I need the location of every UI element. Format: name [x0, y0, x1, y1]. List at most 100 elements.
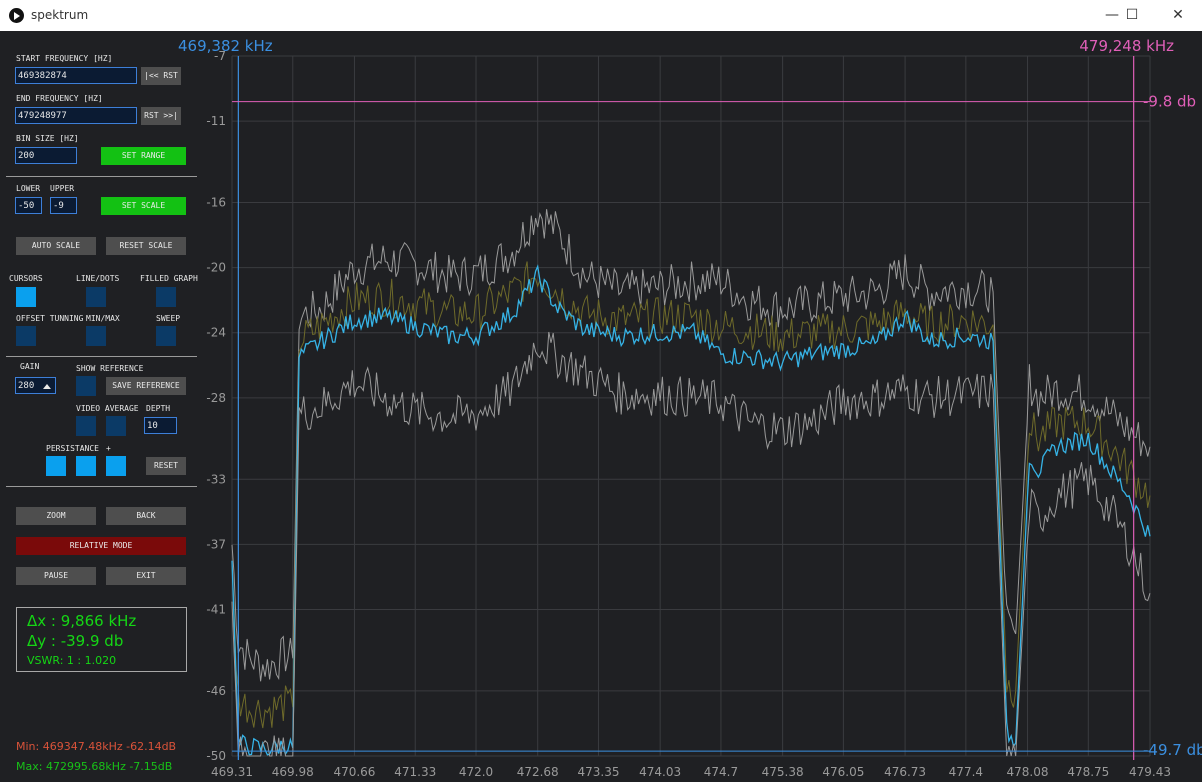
cursors-label: CURSORS: [9, 274, 43, 283]
min-max-toggle[interactable]: [86, 326, 106, 346]
show-reference-label: SHOW REFERENCE: [76, 364, 144, 373]
offset-tunning-toggle[interactable]: [16, 326, 36, 346]
x-tick-label: 478.08: [1007, 765, 1049, 779]
upper-input[interactable]: -9: [50, 197, 77, 214]
x-tick-label: 479.43: [1129, 765, 1171, 779]
persistance-label: PERSISTANCE: [46, 444, 99, 453]
y-tick-label: -20: [206, 261, 226, 275]
delta-y-readout: Δy : -39.9 db: [27, 632, 124, 650]
vswr-readout: VSWR: 1 : 1.020: [27, 654, 117, 667]
set-range-button[interactable]: SET RANGE: [101, 147, 186, 165]
x-tick-label: 478.75: [1067, 765, 1109, 779]
persistance-toggle-3[interactable]: [106, 456, 126, 476]
gain-value: 280: [18, 381, 35, 391]
end-reset-button[interactable]: RST >>|: [141, 107, 181, 125]
y-tick-label: -33: [206, 472, 226, 486]
end-frequency-input[interactable]: 479248977: [15, 107, 137, 124]
trace-min: [231, 331, 1151, 757]
video-average-toggle-1[interactable]: [76, 416, 96, 436]
y-tick-label: -50: [206, 749, 226, 763]
delta-x-readout: Δx : 9,866 kHz: [27, 612, 137, 630]
y-tick-label: -11: [206, 114, 226, 128]
y-tick-label: -37: [206, 537, 226, 551]
end-frequency-label: END FREQUENCY [HZ]: [16, 94, 103, 103]
end-cursor-label: 479,248 kHz: [1079, 37, 1174, 55]
y-tick-label: -7: [214, 49, 226, 63]
start-reset-button[interactable]: |<< RST: [141, 67, 181, 85]
top-cursor-label: -9.8 db: [1143, 93, 1196, 111]
save-reference-button[interactable]: SAVE REFERENCE: [106, 377, 186, 395]
y-tick-label: -46: [206, 684, 226, 698]
x-tick-label: 471.33: [394, 765, 436, 779]
depth-input[interactable]: 10: [144, 417, 177, 434]
lower-input[interactable]: -50: [15, 197, 42, 214]
reset-scale-button[interactable]: RESET SCALE: [106, 237, 186, 255]
bin-size-input[interactable]: 200: [15, 147, 77, 164]
back-button[interactable]: BACK: [106, 507, 186, 525]
lower-label: LOWER: [16, 184, 41, 193]
x-tick-label: 470.66: [333, 765, 375, 779]
delta-readout-box: Δx : 9,866 kHz Δy : -39.9 db VSWR: 1 : 1…: [16, 607, 187, 672]
line-dots-label: LINE/DOTS: [76, 274, 120, 283]
persistance-toggle-1[interactable]: [46, 456, 66, 476]
min-max-label: MIN/MAX: [86, 314, 120, 323]
offset-tunning-label: OFFSET TUNNING: [16, 314, 84, 323]
bottom-cursor-label: -49.7 db: [1143, 741, 1202, 759]
zoom-button[interactable]: ZOOM: [16, 507, 96, 525]
bin-size-label: BIN SIZE [HZ]: [16, 134, 79, 143]
app-icon: [9, 8, 24, 23]
minimize-button[interactable]: —: [1105, 7, 1119, 23]
gain-select[interactable]: 280: [15, 377, 56, 394]
persistance-plus-label: +: [106, 444, 111, 453]
x-tick-label: 469.98: [272, 765, 314, 779]
filled-graph-label: FILLED GRAPH: [140, 274, 198, 283]
persistance-reset-button[interactable]: RESET: [146, 457, 186, 475]
trace-average: [231, 261, 1151, 729]
x-tick-label: 476.73: [884, 765, 926, 779]
pause-button[interactable]: PAUSE: [16, 567, 96, 585]
close-button[interactable]: ✕: [1172, 7, 1184, 23]
y-tick-label: -28: [206, 391, 226, 405]
video-average-toggle-2[interactable]: [106, 416, 126, 436]
cursors-toggle[interactable]: [16, 287, 36, 307]
min-readout: Min: 469347.48kHz -62.14dB: [16, 740, 177, 753]
start-frequency-input[interactable]: 469382874: [15, 67, 137, 84]
x-tick-label: 474.03: [639, 765, 681, 779]
x-tick-label: 469.31: [211, 765, 253, 779]
show-reference-toggle[interactable]: [76, 376, 96, 396]
x-tick-label: 472.0: [459, 765, 493, 779]
line-dots-toggle[interactable]: [86, 287, 106, 307]
x-tick-label: 476.05: [822, 765, 864, 779]
control-panel: START FREQUENCY [HZ] 469382874 |<< RST E…: [0, 31, 200, 782]
trace-max: [231, 209, 1151, 682]
x-tick-label: 475.38: [762, 765, 804, 779]
x-tick-label: 473.35: [577, 765, 619, 779]
x-tick-label: 477.4: [949, 765, 983, 779]
upper-label: UPPER: [50, 184, 75, 193]
sweep-toggle[interactable]: [156, 326, 176, 346]
relative-mode-button[interactable]: RELATIVE MODE: [16, 537, 186, 555]
gain-label: GAIN: [20, 362, 40, 371]
max-readout: Max: 472995.68kHz -7.15dB: [16, 760, 173, 773]
persistance-toggle-2[interactable]: [76, 456, 96, 476]
depth-label: DEPTH: [146, 404, 171, 413]
exit-button[interactable]: EXIT: [106, 567, 186, 585]
divider: [6, 356, 197, 357]
window-title: spektrum: [31, 8, 89, 22]
start-frequency-label: START FREQUENCY [HZ]: [16, 54, 113, 63]
y-tick-label: -24: [206, 326, 226, 340]
sweep-label: SWEEP: [156, 314, 181, 323]
x-tick-label: 474.7: [704, 765, 738, 779]
filled-graph-toggle[interactable]: [156, 287, 176, 307]
title-bar: spektrum — ☐ ✕: [0, 0, 1202, 31]
y-tick-label: -41: [206, 602, 226, 616]
y-tick-label: -16: [206, 196, 226, 210]
caret-up-icon: [43, 384, 51, 389]
divider: [6, 486, 197, 487]
auto-scale-button[interactable]: AUTO SCALE: [16, 237, 96, 255]
divider: [6, 176, 197, 177]
set-scale-button[interactable]: SET SCALE: [101, 197, 186, 215]
x-tick-label: 472.68: [517, 765, 559, 779]
trace-live: [231, 264, 1151, 756]
maximize-button[interactable]: ☐: [1125, 7, 1139, 23]
